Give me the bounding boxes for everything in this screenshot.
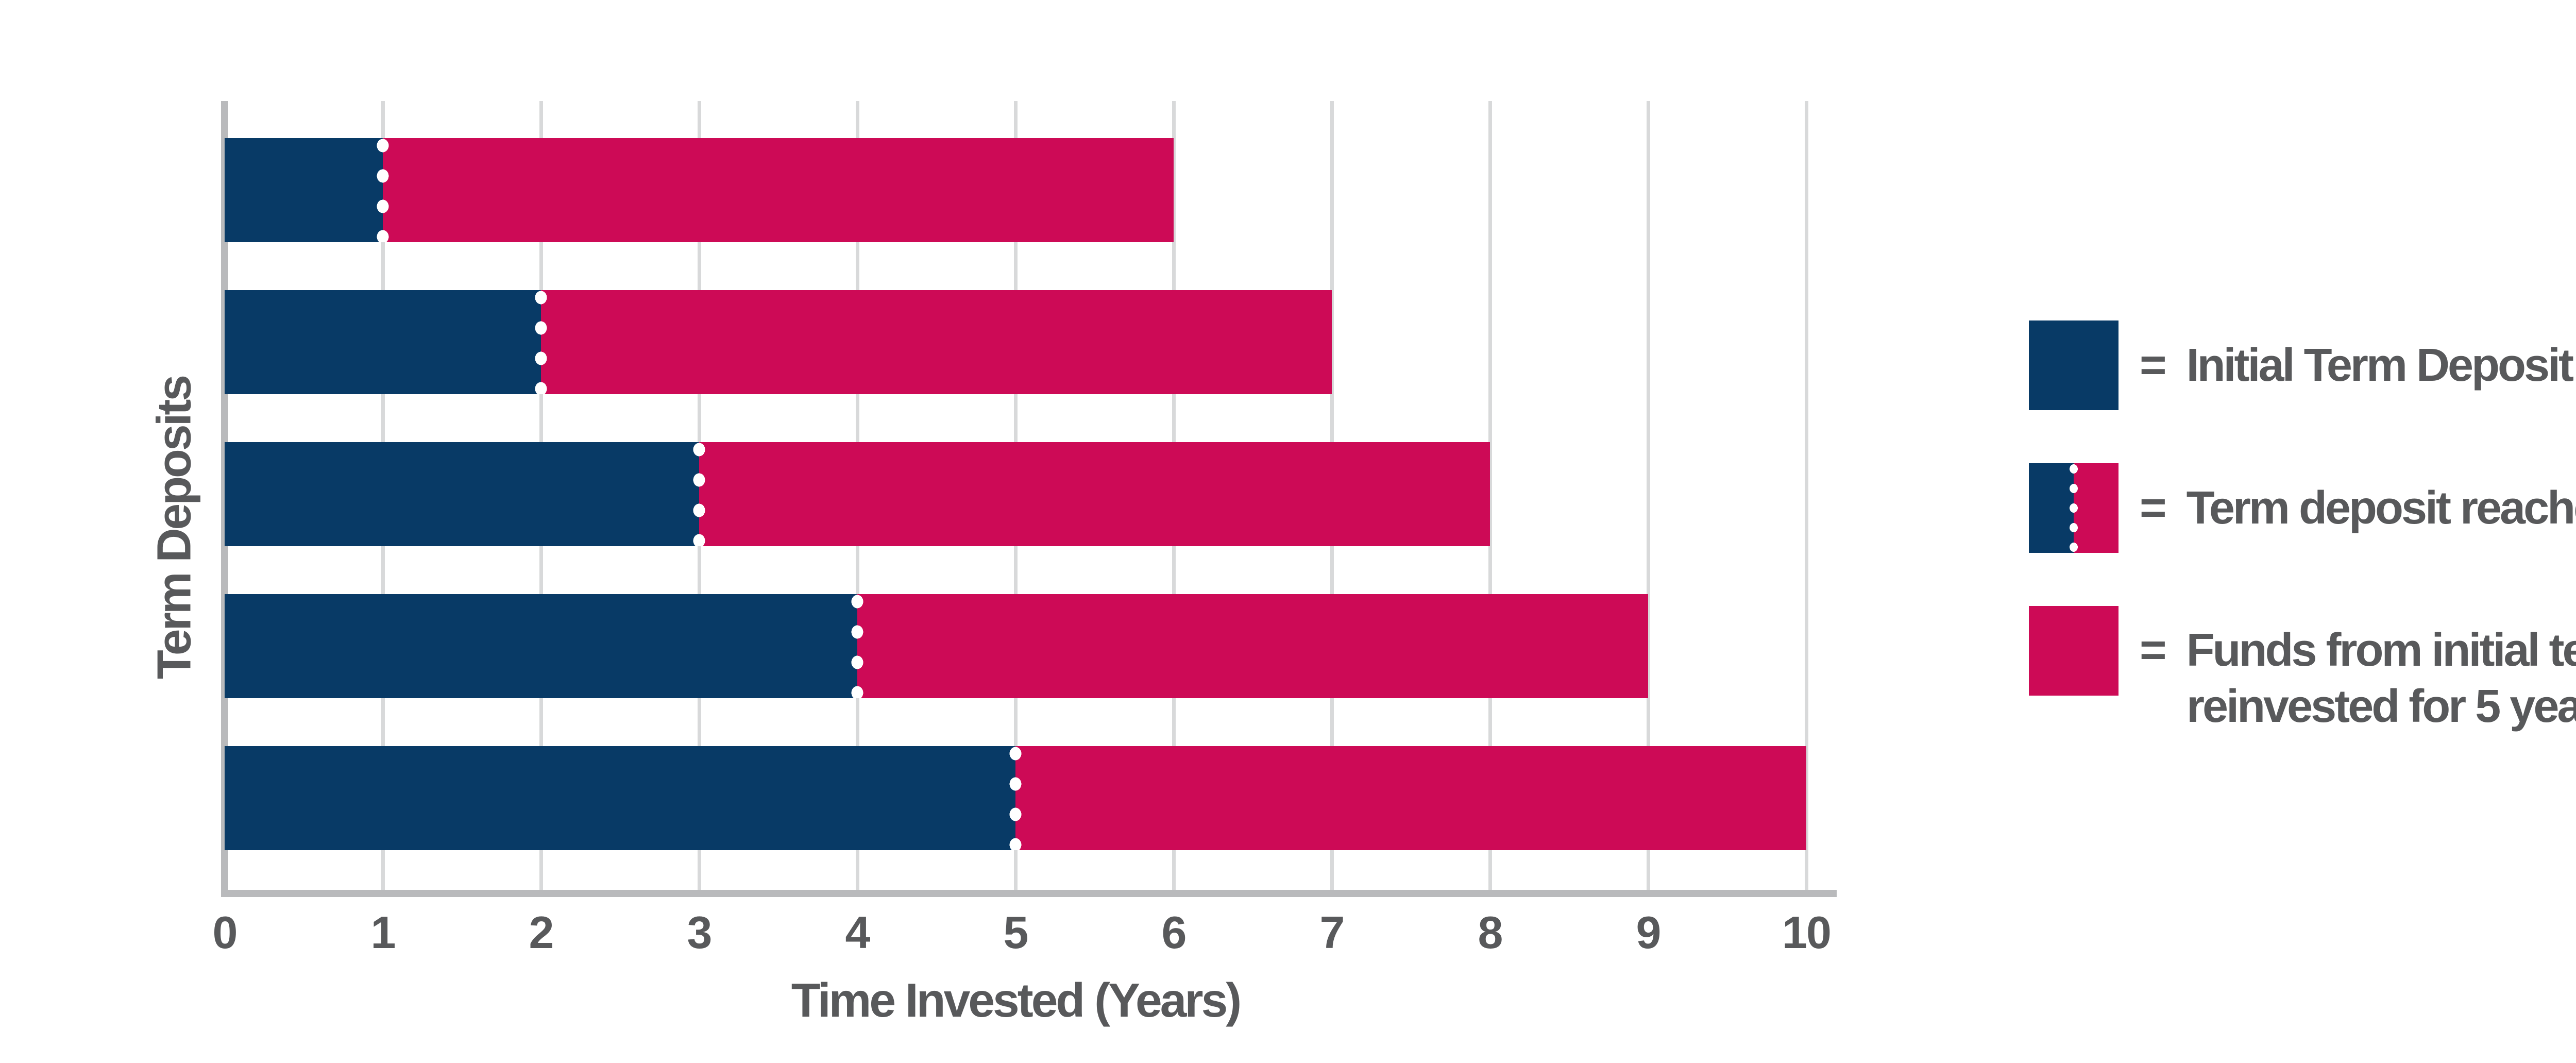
bar-row-1	[225, 138, 1174, 242]
legend-item-maturity: = Term deposit reaches maturity	[2029, 463, 2576, 553]
x-axis-title: Time Invested (Years)	[791, 973, 1242, 1027]
equals-sign: =	[2140, 482, 2167, 534]
y-axis-title: Term Deposits	[147, 376, 201, 679]
x-tick-label-7: 7	[1319, 907, 1345, 958]
legend-swatch-maturity	[2029, 463, 2119, 553]
dotted-line-icon	[2069, 463, 2079, 553]
x-tick-label-5: 5	[1003, 907, 1029, 958]
initial-term-deposit-segment	[225, 290, 541, 394]
maturity-dotted-separator	[534, 290, 548, 394]
x-tick-label-4: 4	[845, 907, 871, 958]
gridline-year-9	[1646, 101, 1650, 890]
equals-sign: =	[2140, 339, 2167, 391]
reinvested-funds-segment	[1015, 746, 1806, 850]
maturity-dotted-separator	[851, 594, 864, 698]
legend-item-initial-term-deposit: = Initial Term Deposit	[2029, 320, 2574, 410]
reinvested-funds-segment	[541, 290, 1332, 394]
bar-row-4	[225, 594, 1648, 698]
x-tick-label-9: 9	[1636, 907, 1662, 958]
reinvested-funds-segment	[857, 594, 1648, 698]
equals-sign: =	[2140, 625, 2167, 676]
x-tick-label-8: 8	[1478, 907, 1503, 958]
gridline-year-10	[1804, 101, 1808, 890]
initial-term-deposit-segment	[225, 746, 1015, 850]
initial-term-deposit-segment	[225, 442, 699, 546]
x-tick-label-6: 6	[1161, 907, 1187, 958]
maturity-dotted-separator	[1009, 746, 1022, 850]
initial-term-deposit-segment	[225, 138, 383, 242]
x-tick-label-3: 3	[687, 907, 713, 958]
maturity-dotted-separator	[376, 138, 389, 242]
x-axis-line	[221, 890, 1837, 897]
legend-label-reinvested-line-2: reinvested for 5 years	[2187, 681, 2576, 732]
bar-row-2	[225, 290, 1332, 394]
bar-row-3	[225, 442, 1490, 546]
gridline-year-8	[1488, 101, 1492, 890]
legend-label-initial-term-deposit: Initial Term Deposit	[2186, 339, 2574, 391]
x-tick-label-10: 10	[1782, 907, 1832, 958]
initial-term-deposit-segment	[225, 594, 857, 698]
legend-text: =Funds from initial term deposit reinves…	[2119, 622, 2576, 735]
legend-text: = Term deposit reaches maturity	[2119, 480, 2576, 536]
legend-label-reinvested-line-1: =Funds from initial term deposit	[2119, 622, 2576, 679]
legend-swatch-reinvested-funds	[2029, 606, 2119, 696]
reinvested-funds-segment	[699, 442, 1490, 546]
reinvested-funds-segment	[383, 138, 1174, 242]
legend-swatch-initial-term-deposit	[2029, 320, 2119, 410]
legend-text: = Initial Term Deposit	[2119, 338, 2574, 394]
maturity-dotted-separator	[692, 442, 706, 546]
x-tick-label-0: 0	[212, 907, 238, 958]
x-tick-label-2: 2	[529, 907, 554, 958]
x-tick-label-1: 1	[370, 907, 396, 958]
legend-item-reinvested-funds: =Funds from initial term deposit reinves…	[2029, 606, 2576, 732]
legend-label-maturity: Term deposit reaches maturity	[2186, 482, 2576, 534]
bar-row-5	[225, 746, 1806, 850]
